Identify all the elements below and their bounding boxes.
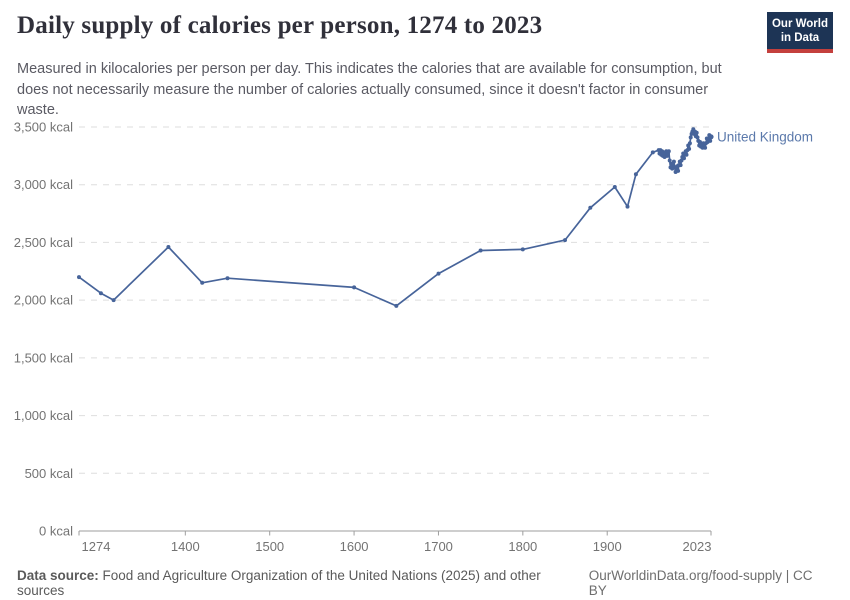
data-point: [633, 172, 638, 177]
data-point: [687, 141, 692, 146]
data-point: [687, 146, 692, 151]
data-source-text: Food and Agriculture Organization of the…: [17, 568, 541, 598]
data-source-note: Data source: Food and Agriculture Organi…: [17, 568, 589, 598]
data-point: [200, 280, 205, 285]
data-line: [78, 128, 712, 307]
data-point: [708, 134, 714, 140]
data-point: [676, 168, 681, 173]
data-point: [708, 138, 713, 143]
data-point: [588, 205, 593, 210]
owid-logo-line2: in Data: [780, 32, 820, 44]
owid-logo-line1: Our World: [771, 18, 828, 30]
y-tick-label: 500 kcal: [25, 466, 74, 481]
y-tick-label: 2,000 kcal: [14, 293, 73, 308]
data-point: [688, 135, 693, 140]
data-point: [684, 152, 689, 157]
x-tick-label: 1600: [340, 539, 369, 554]
data-point: [436, 271, 441, 276]
data-point: [650, 150, 655, 155]
x-tick-label: 1500: [255, 539, 284, 554]
y-tick-label: 3,000 kcal: [14, 177, 73, 192]
data-point: [166, 245, 171, 249]
data-point: [694, 130, 699, 135]
y-tick-label: 2,500 kcal: [14, 235, 73, 250]
data-point: [666, 149, 671, 154]
data-point: [225, 276, 230, 281]
entity-label: United Kingdom: [717, 129, 813, 144]
y-tick-label: 3,500 kcal: [14, 120, 73, 135]
y-tick-label: 0 kcal: [39, 524, 73, 539]
data-point: [563, 238, 567, 243]
page-title: Daily supply of calories per person, 127…: [17, 12, 543, 39]
x-tick-label: 1800: [508, 539, 537, 554]
y-tick-label: 1,500 kcal: [14, 350, 73, 365]
x-tick-label: 1274: [82, 539, 111, 554]
data-point: [678, 163, 683, 168]
data-point: [612, 185, 617, 189]
owid-logo: Our World in Data: [767, 12, 833, 53]
footer-citation-link: OurWorldinData.org/food-supply | CC BY: [588, 568, 813, 598]
data-point: [352, 285, 357, 290]
data-point: [695, 135, 700, 140]
x-tick-label: 1700: [424, 539, 453, 554]
chart-footer: Data source: Food and Agriculture Organi…: [17, 568, 833, 598]
data-point: [478, 248, 483, 253]
data-point: [520, 247, 525, 252]
data-point: [703, 145, 708, 150]
x-tick-label: 1400: [171, 539, 200, 554]
data-point: [625, 204, 630, 209]
data-point: [682, 156, 686, 161]
chart-subtitle: Measured in kilocalories per person per …: [17, 61, 722, 118]
data-point: [667, 158, 672, 163]
x-tick-label: 1900: [593, 539, 622, 554]
data-source-label: Data source:: [17, 568, 99, 583]
x-tick-label: 2023: [683, 539, 712, 554]
data-point: [671, 159, 676, 164]
y-tick-label: 1,000 kcal: [14, 408, 73, 423]
data-point: [394, 303, 399, 308]
data-point: [111, 298, 116, 303]
data-point: [98, 291, 103, 296]
data-point: [77, 275, 81, 280]
